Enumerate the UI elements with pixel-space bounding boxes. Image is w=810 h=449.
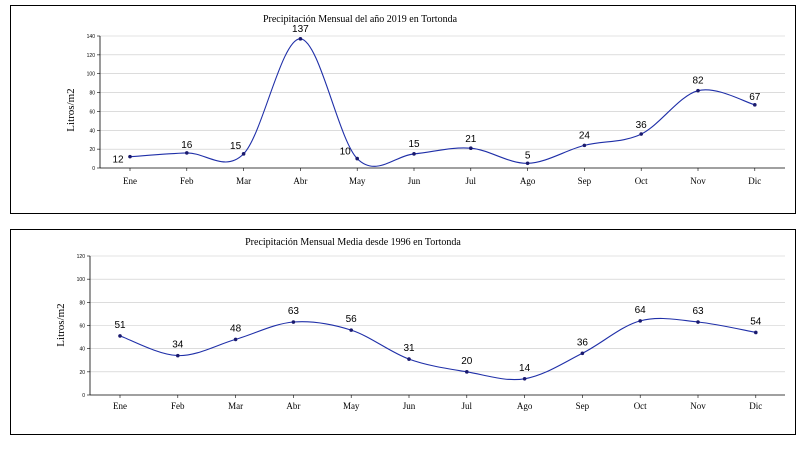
y-tick-label: 20	[79, 370, 85, 376]
y-axis-label: Litros/m2	[55, 303, 67, 346]
data-label: 56	[346, 314, 358, 325]
x-tick-label: Nov	[690, 401, 706, 411]
data-label: 54	[750, 316, 762, 327]
data-point	[176, 353, 180, 358]
y-tick-label: 120	[77, 254, 86, 260]
y-tick-label: 0	[82, 393, 85, 399]
x-tick-label: Jul	[466, 176, 477, 186]
data-point	[525, 161, 530, 166]
data-label: 67	[749, 92, 761, 103]
data-point	[753, 103, 757, 107]
x-tick-label: Ene	[113, 401, 127, 411]
data-label: 5	[525, 150, 531, 161]
y-tick-label: 80	[79, 300, 85, 306]
data-point	[465, 370, 469, 374]
x-tick-label: Nov	[690, 176, 706, 186]
data-label: 51	[114, 320, 126, 331]
data-label: 36	[636, 120, 648, 131]
y-tick-label: 80	[89, 91, 95, 97]
x-tick-label: Feb	[180, 176, 194, 186]
data-label: 24	[579, 130, 591, 141]
data-point	[412, 152, 416, 156]
series-line	[129, 38, 755, 167]
y-tick-label: 120	[87, 53, 96, 59]
x-tick-label: Mar	[228, 401, 243, 411]
data-point	[185, 151, 189, 155]
y-tick-label: 20	[89, 147, 95, 153]
chart-title: Precipitación Mensual Media desde 1996 e…	[245, 237, 461, 248]
chart-panel-average	[10, 229, 796, 435]
x-tick-label: Jun	[403, 401, 416, 411]
x-tick-label: Ago	[517, 401, 533, 411]
x-tick-label: Mar	[236, 176, 251, 186]
data-label: 64	[635, 305, 647, 316]
data-point	[696, 320, 700, 324]
x-tick-label: Dic	[748, 176, 761, 186]
x-tick-label: Oct	[634, 401, 647, 411]
y-tick-label: 40	[79, 347, 85, 353]
data-label: 63	[692, 306, 704, 317]
y-tick-label: 100	[87, 72, 96, 78]
data-point	[355, 156, 360, 161]
data-label: 82	[692, 76, 704, 87]
data-point	[696, 88, 700, 93]
x-tick-label: Jul	[462, 401, 473, 411]
data-point	[291, 320, 296, 324]
x-tick-label: Sep	[576, 401, 590, 411]
data-point	[522, 376, 527, 381]
x-tick-label: May	[349, 176, 366, 186]
data-label: 14	[519, 363, 531, 374]
data-point	[128, 154, 132, 159]
data-point	[469, 146, 473, 150]
data-point	[349, 328, 354, 332]
data-label: 16	[181, 140, 193, 151]
x-tick-label: Dic	[749, 401, 762, 411]
data-label: 36	[577, 337, 589, 348]
data-point	[407, 357, 411, 361]
data-label: 34	[172, 340, 184, 351]
x-tick-label: Sep	[578, 176, 592, 186]
data-label: 10	[340, 147, 352, 158]
x-tick-label: Feb	[171, 401, 185, 411]
data-label: 21	[465, 134, 477, 145]
data-point	[233, 337, 238, 342]
data-point	[638, 319, 642, 323]
series-line	[119, 317, 756, 381]
y-tick-label: 140	[87, 34, 96, 40]
data-label: 137	[292, 24, 309, 35]
y-tick-label: 100	[77, 277, 86, 283]
x-tick-label: Abr	[286, 401, 300, 411]
chart-panel-2019	[10, 5, 796, 214]
data-point	[754, 330, 758, 335]
x-tick-label: Ago	[520, 176, 536, 186]
data-label: 20	[461, 356, 473, 367]
x-tick-label: Abr	[293, 176, 307, 186]
y-tick-label: 40	[89, 128, 95, 134]
x-tick-label: May	[343, 401, 360, 411]
data-point	[241, 152, 246, 156]
data-point	[298, 37, 303, 41]
data-label: 15	[408, 139, 420, 150]
data-label: 12	[112, 155, 124, 166]
data-label: 31	[403, 343, 415, 354]
chart-title: Precipitación Mensual del año 2019 en To…	[263, 14, 458, 25]
x-tick-label: Ene	[123, 176, 137, 186]
data-label: 63	[288, 306, 300, 317]
x-tick-label: Oct	[635, 176, 648, 186]
data-point	[580, 351, 585, 356]
data-point	[118, 334, 122, 338]
y-tick-label: 60	[89, 109, 95, 115]
y-axis-label: Litros/m2	[65, 88, 77, 131]
data-label: 48	[230, 323, 242, 334]
x-tick-label: Jun	[408, 176, 421, 186]
y-tick-label: 0	[92, 166, 95, 172]
data-point	[639, 132, 643, 136]
y-tick-label: 60	[79, 324, 85, 330]
data-label: 15	[230, 141, 242, 152]
data-point	[582, 143, 587, 148]
